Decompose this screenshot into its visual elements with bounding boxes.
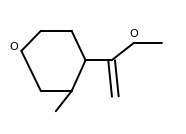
Text: O: O [129, 29, 138, 39]
Text: O: O [9, 42, 18, 52]
